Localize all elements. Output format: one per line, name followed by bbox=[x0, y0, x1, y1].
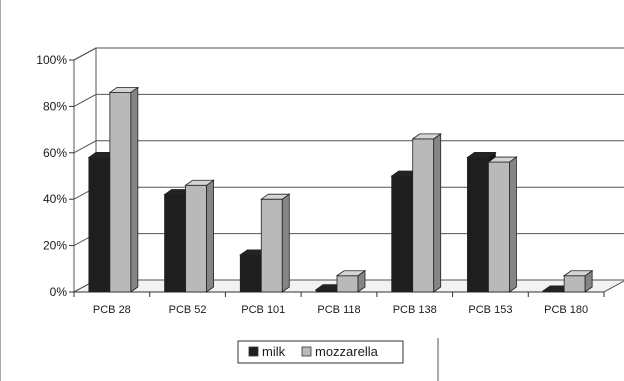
gridline bbox=[73, 93, 624, 107]
x-category-label: PCB 101 bbox=[241, 304, 285, 316]
y-tick-label: 0% bbox=[50, 285, 68, 299]
bar-mozzarella-pcb-118 bbox=[335, 269, 367, 293]
chart-frame-lines bbox=[0, 0, 439, 381]
bar-mozzarella-pcb-52 bbox=[184, 179, 215, 293]
x-category-label: PCB 52 bbox=[169, 304, 207, 316]
legend: milk mozzarella bbox=[237, 340, 404, 364]
legend-label-mozzarella: mozzarella bbox=[315, 344, 379, 359]
gridline bbox=[73, 140, 624, 154]
y-tick-label: 20% bbox=[43, 239, 67, 253]
x-category-label: PCB 138 bbox=[393, 304, 437, 316]
x-category-label: PCB 28 bbox=[93, 304, 131, 316]
legend-swatch-mozzarella bbox=[301, 346, 312, 357]
y-tick-label: 100% bbox=[36, 53, 67, 67]
x-category-label: PCB 153 bbox=[468, 304, 512, 316]
gridline bbox=[73, 47, 624, 61]
y-tick-label: 60% bbox=[43, 146, 67, 160]
bar-mozzarella-pcb-153 bbox=[487, 156, 518, 293]
x-category-label: PCB 118 bbox=[317, 304, 360, 316]
bar-mozzarella-pcb-28 bbox=[108, 86, 140, 293]
plot-walls bbox=[73, 47, 624, 293]
legend-box bbox=[237, 340, 404, 364]
legend-label-milk: milk bbox=[262, 344, 286, 359]
x-category-label: PCB 180 bbox=[544, 304, 588, 316]
bar-mozzarella-pcb-180 bbox=[562, 269, 594, 293]
bar-mozzarella-pcb-138 bbox=[411, 133, 442, 293]
y-tick-label: 80% bbox=[43, 99, 67, 113]
legend-swatch-milk bbox=[248, 346, 259, 357]
y-axis-ticks: 0% 20% 40% 60% 80% 100% bbox=[36, 53, 604, 299]
bar-series bbox=[87, 86, 594, 293]
x-axis-categories: PCB 28 PCB 52 PCB 101 PCB 118 PCB 138 PCB 153… bbox=[73, 292, 605, 316]
y-tick-label: 40% bbox=[43, 192, 67, 206]
bar-mozzarella-pcb-101 bbox=[260, 193, 291, 293]
